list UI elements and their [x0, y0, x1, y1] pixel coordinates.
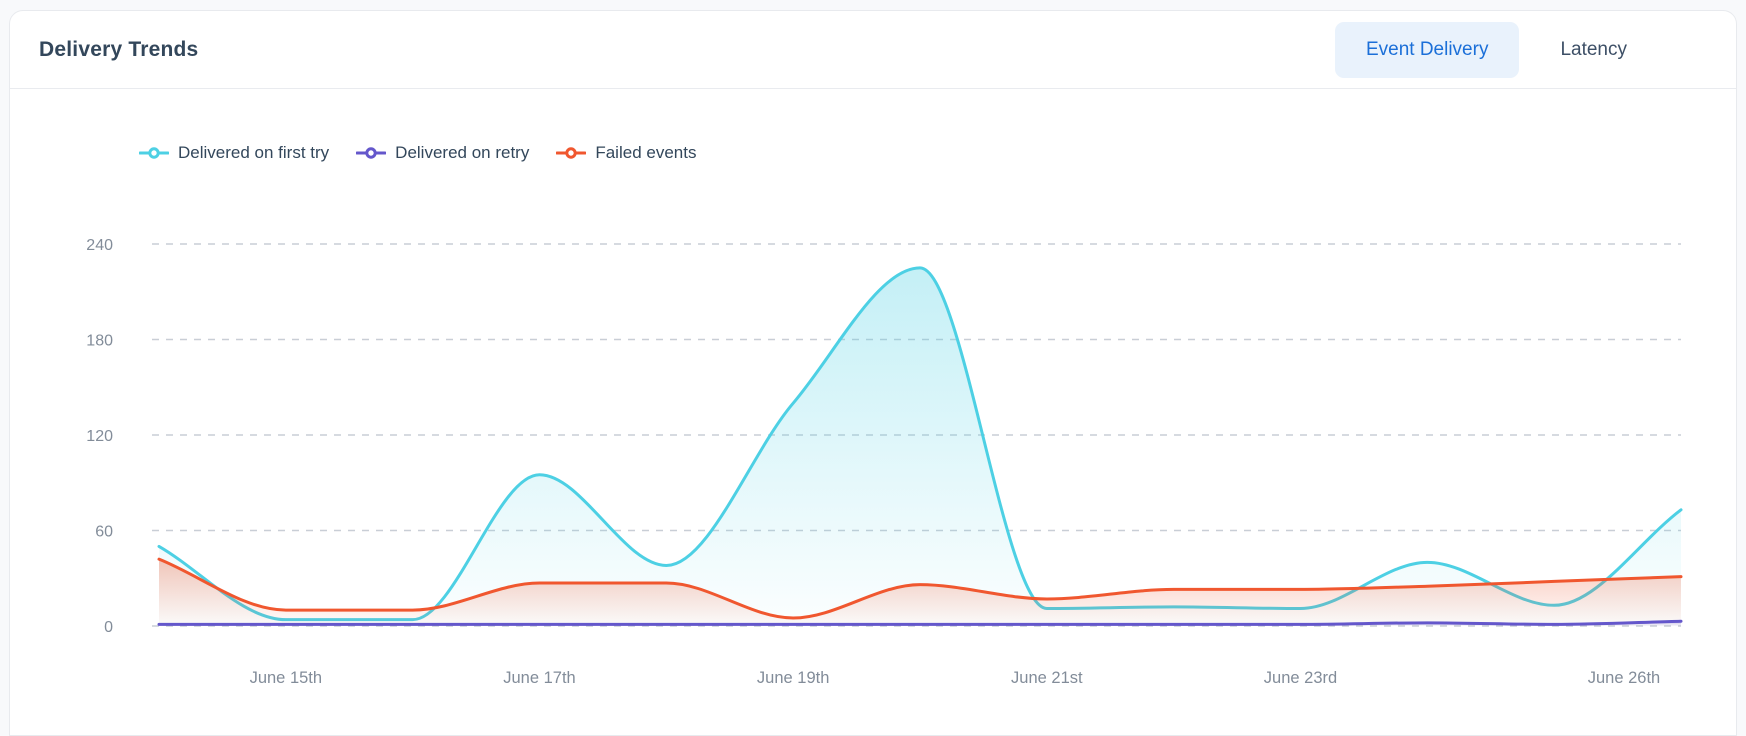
legend-label: Delivered on first try	[178, 143, 330, 162]
x-axis-tick-label: June 19th	[757, 669, 829, 687]
x-axis-tick-label: June 17th	[503, 669, 575, 687]
y-axis-tick-label: 120	[86, 428, 113, 445]
x-axis-tick-label: June 26th	[1588, 669, 1660, 687]
chart-area: Delivered on first try Delivered on retry…	[10, 89, 1736, 735]
chart-mode-tabs: Event Delivery Latency	[1334, 21, 1658, 78]
y-axis-tick-label: 0	[104, 619, 113, 636]
series-area-delivered-on-first-try	[159, 267, 1681, 626]
series-line-failed-events	[157, 557, 1683, 620]
delivery-trends-card: Delivery Trends Event Delivery Latency De…	[9, 10, 1737, 736]
legend-marker-delivered-on-retry	[356, 147, 387, 159]
legend-label: Delivered on retry	[395, 143, 530, 162]
legend-item-delivered-on-first-try[interactable]: Delivered on first try	[139, 143, 329, 163]
x-axis-tick-label: June 21st	[1011, 669, 1083, 687]
x-axis-tick-label: June 15th	[250, 669, 322, 687]
legend-marker-failed-events	[556, 147, 587, 159]
y-axis-tick-label: 60	[95, 524, 113, 541]
tab-event-delivery[interactable]: Event Delivery	[1334, 21, 1520, 78]
legend-item-delivered-on-retry[interactable]: Delivered on retry	[356, 143, 529, 163]
chart-legend: Delivered on first try Delivered on retry…	[139, 143, 696, 163]
x-axis-tick-label: June 23rd	[1264, 669, 1337, 687]
delivery-trends-chart: 0 60 120 180 240 June 15th June 17th June 19th J…	[86, 237, 1683, 687]
series-line-delivered-on-retry	[157, 619, 1683, 626]
legend-marker-delivered-on-first-try	[139, 147, 169, 159]
series-area-failed-events	[159, 559, 1681, 626]
y-axis-tick-label: 240	[86, 237, 113, 254]
card-header: Delivery Trends Event Delivery Latency	[10, 11, 1736, 89]
tab-latency[interactable]: Latency	[1529, 22, 1658, 78]
page-title: Delivery Trends	[39, 37, 199, 61]
legend-label: Failed events	[595, 143, 697, 162]
legend-item-failed-events[interactable]: Failed events	[556, 143, 696, 163]
y-axis-tick-label: 180	[86, 333, 113, 350]
